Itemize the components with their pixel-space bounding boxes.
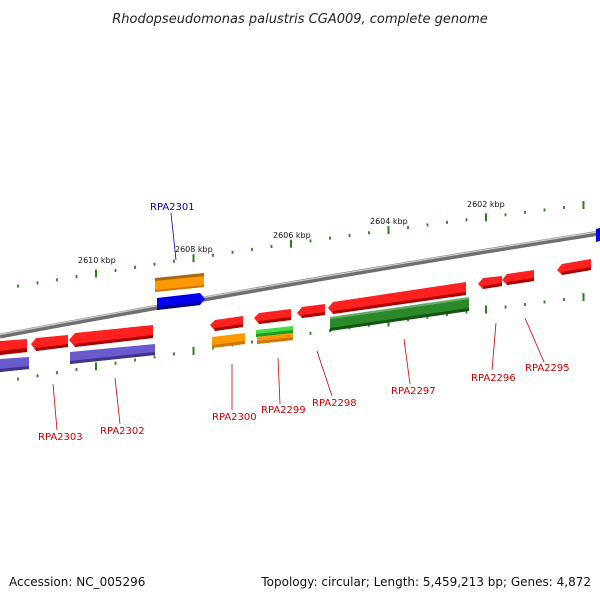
cds-orange-upper[interactable] — [155, 273, 204, 292]
gene-label-rpa2301[interactable]: RPA2301 — [150, 202, 195, 213]
cds-orange-lower[interactable] — [212, 333, 245, 348]
map-title: Rhodopseudomonas palustris CGA009, compl… — [112, 12, 488, 27]
gene-feature-rpa2301[interactable] — [157, 293, 205, 310]
label-leaders — [52, 212, 545, 431]
cds-orange-small[interactable] — [257, 333, 293, 344]
cds-lightgreen[interactable] — [256, 326, 293, 337]
gene-feature-rpa2298[interactable] — [297, 304, 325, 318]
accession-text: Accession: NC_005296 — [9, 575, 145, 589]
kbp-label-2602: 2602 kbp — [467, 200, 505, 209]
gene-feature-rpa2299[interactable] — [254, 309, 291, 324]
gene-label-rpa2299[interactable]: RPA2299 — [261, 405, 306, 416]
kbp-label-2606: 2606 kbp — [273, 231, 311, 240]
gene-label-rpa2302[interactable]: RPA2302 — [100, 426, 145, 437]
gene-feature-rpa2296[interactable] — [478, 276, 502, 289]
gene-label-rpa2298[interactable]: RPA2298 — [312, 398, 357, 409]
gene-label-rpa2295[interactable]: RPA2295 — [525, 363, 570, 374]
gene-label-rpa2296[interactable]: RPA2296 — [471, 373, 516, 384]
gene-feature-blue-edge[interactable] — [596, 228, 600, 242]
gene-feature-rpa2300[interactable] — [210, 316, 243, 331]
kbp-label-2608: 2608 kbp — [175, 245, 213, 254]
gene-label-rpa2297[interactable]: RPA2297 — [391, 386, 436, 397]
genome-backbone — [0, 230, 600, 339]
cds-purple-left[interactable] — [0, 357, 29, 372]
gene-feature-rpa2297[interactable] — [328, 282, 466, 314]
gene-label-rpa2300[interactable]: RPA2300 — [212, 412, 257, 423]
kbp-label-2604: 2604 kbp — [370, 217, 408, 226]
gene-feature-rpa2295[interactable] — [557, 259, 591, 275]
gene-feature-rpa2303[interactable] — [0, 339, 27, 355]
gene-feature-rpa2303-b[interactable] — [31, 335, 68, 351]
cds-purple-main[interactable] — [70, 344, 155, 364]
kbp-label-2610: 2610 kbp — [78, 256, 116, 265]
upper-tick-row — [17, 201, 585, 288]
gene-feature-rpa2296-b[interactable] — [502, 270, 534, 285]
gene-label-rpa2303[interactable]: RPA2303 — [38, 432, 83, 443]
gene-feature-rpa2302[interactable] — [69, 325, 153, 347]
topology-text: Topology: circular; Length: 5,459,213 bp… — [260, 575, 591, 589]
cds-green-main[interactable] — [330, 297, 469, 331]
